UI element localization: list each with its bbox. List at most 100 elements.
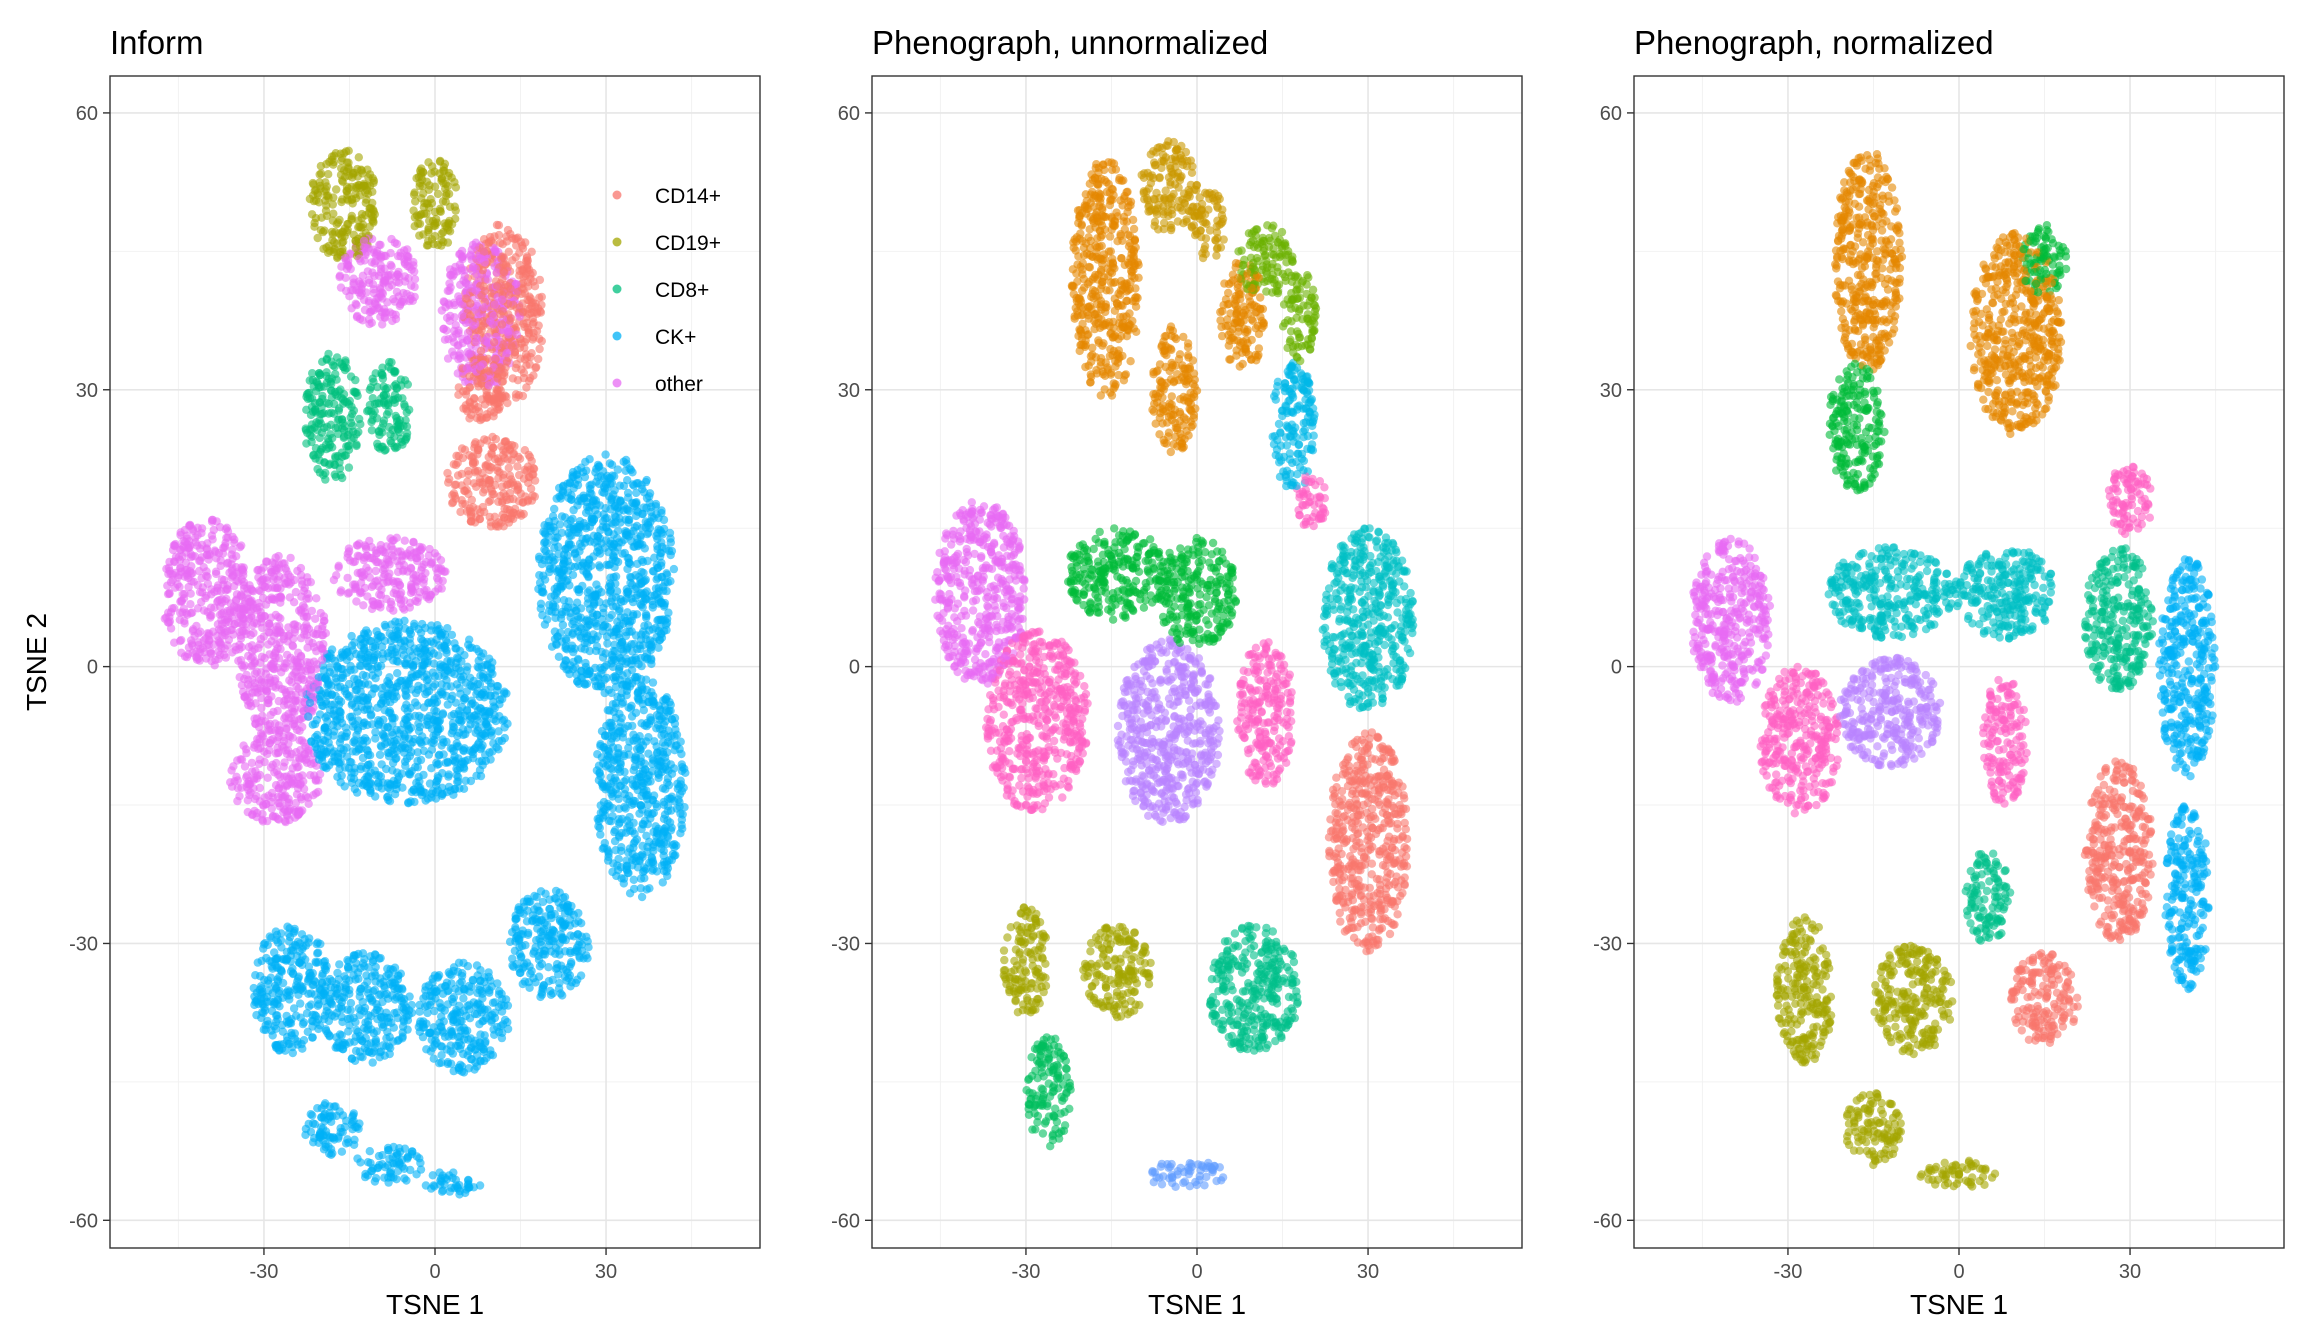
point-ck: [402, 692, 410, 700]
point-cd8: [347, 372, 355, 380]
point-ck: [422, 1045, 430, 1053]
point-ck: [416, 1020, 424, 1028]
point-other: [179, 590, 187, 598]
point-cd14: [513, 462, 521, 470]
point-other: [434, 584, 442, 592]
point-other: [454, 292, 462, 300]
point-ck: [379, 731, 387, 739]
point-ck: [674, 785, 682, 793]
point-ck: [459, 994, 467, 1002]
point-cd8: [302, 439, 310, 447]
point-cd8: [401, 402, 409, 410]
point-ck: [620, 768, 628, 776]
point-cd14: [534, 355, 542, 363]
point-ck: [317, 1113, 325, 1121]
point-ck: [335, 701, 343, 709]
point-other: [337, 283, 345, 291]
point-cd14: [454, 471, 462, 479]
point-ck: [309, 1033, 317, 1041]
point-other: [208, 535, 216, 543]
point-ck: [635, 809, 643, 817]
point-cd19: [317, 226, 325, 234]
point-ck: [475, 1020, 483, 1028]
point-ck: [444, 772, 452, 780]
point-cd8: [327, 421, 335, 429]
point-ck: [444, 987, 452, 995]
point-other: [358, 316, 366, 324]
point-ck: [299, 1020, 307, 1028]
point-ck: [400, 1174, 408, 1182]
point-ck: [628, 722, 636, 730]
point-ck: [264, 976, 272, 984]
point-ck: [372, 977, 380, 985]
point-ck: [364, 662, 372, 670]
point-other: [312, 594, 320, 602]
point-ck: [550, 505, 558, 513]
point-cd8: [351, 389, 359, 397]
point-other: [466, 252, 474, 260]
point-ck: [262, 954, 270, 962]
point-other: [491, 301, 499, 309]
point-other: [207, 657, 215, 665]
point-ck: [599, 783, 607, 791]
point-ck: [641, 544, 649, 552]
point-ck: [264, 941, 272, 949]
point-cd14: [538, 293, 546, 301]
point-other: [264, 695, 272, 703]
point-ck: [614, 855, 622, 863]
point-ck: [616, 723, 624, 731]
point-ck: [613, 618, 621, 626]
point-other: [446, 312, 454, 320]
point-cd8: [323, 355, 331, 363]
point-cd14: [519, 267, 527, 275]
point-cd14: [506, 495, 514, 503]
point-ck: [415, 1008, 423, 1016]
point-ck: [390, 1023, 398, 1031]
point-cd14: [505, 464, 513, 472]
point-other: [300, 676, 308, 684]
point-cd14: [464, 467, 472, 475]
point-ck: [575, 547, 583, 555]
point-other: [368, 258, 376, 266]
point-ck: [574, 917, 582, 925]
point-ck: [622, 617, 630, 625]
point-cd19: [416, 179, 424, 187]
point-ck: [553, 494, 561, 502]
point-other: [221, 631, 229, 639]
point-cd14: [536, 276, 544, 284]
point-cd19: [310, 219, 318, 227]
point-cd8: [390, 369, 398, 377]
point-ck: [600, 489, 608, 497]
point-other: [252, 813, 260, 821]
point-ck: [577, 604, 585, 612]
point-ck: [360, 1007, 368, 1015]
point-other: [407, 282, 415, 290]
point-cd14: [476, 515, 484, 523]
point-ck: [350, 1109, 358, 1117]
point-other: [312, 789, 320, 797]
point-ck: [313, 949, 321, 957]
point-ck: [434, 651, 442, 659]
point-other: [264, 774, 272, 782]
point-ck: [464, 962, 472, 970]
point-ck: [311, 720, 319, 728]
point-other: [361, 306, 369, 314]
point-ck: [376, 751, 384, 759]
point-ck: [338, 1148, 346, 1156]
point-ck: [311, 958, 319, 966]
point-other: [439, 577, 447, 585]
point-ck: [473, 1000, 481, 1008]
point-ck: [595, 480, 603, 488]
point-ck: [474, 663, 482, 671]
point-ck: [649, 678, 657, 686]
point-ck: [449, 998, 457, 1006]
point-cd14: [535, 345, 543, 353]
point-other: [284, 695, 292, 703]
point-other: [280, 793, 288, 801]
point-cd14: [479, 266, 487, 274]
point-cd14: [455, 383, 463, 391]
point-other: [396, 302, 404, 310]
point-other: [409, 538, 417, 546]
point-ck: [293, 1037, 301, 1045]
point-ck: [374, 783, 382, 791]
